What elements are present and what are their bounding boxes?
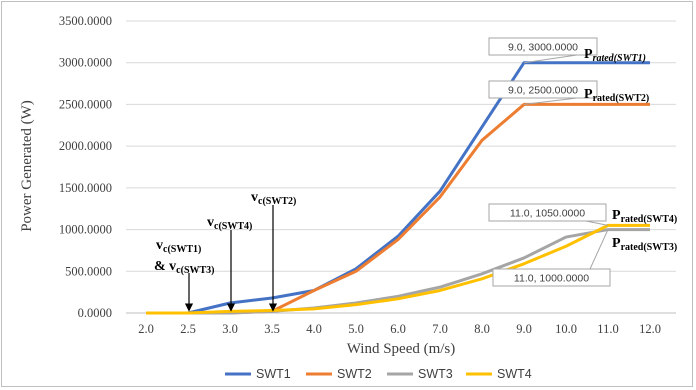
- vc-swt1-label: vc(SWT1): [156, 238, 201, 255]
- p-rated-swt1-label: Prated(SWT1): [584, 47, 646, 64]
- callout-box: [492, 268, 611, 287]
- x-tick-label: 5.0: [348, 322, 364, 336]
- callout-leader: [523, 97, 578, 105]
- x-tick-label: 9.0: [516, 322, 532, 336]
- y-tick-label: 2000.0000: [59, 139, 112, 153]
- legend-label: SWT1: [256, 367, 291, 381]
- y-tick-label: 1500.0000: [59, 181, 112, 195]
- callout-label: 9.0, 2500.0000: [508, 85, 578, 97]
- y-axis-ticks: 0.0000 500.0000 1000.0000 1500.0000 2000.000…: [59, 14, 112, 320]
- series-line-swt3: [146, 228, 650, 315]
- x-tick-label: 3.0: [222, 322, 238, 336]
- x-axis-title: Wind Speed (m/s): [347, 341, 456, 357]
- legend-label: SWT3: [418, 367, 453, 381]
- x-tick-label: 6.0: [390, 322, 406, 336]
- legend-label: SWT2: [337, 367, 372, 381]
- x-tick-label: 12.0: [639, 322, 661, 336]
- x-tick-label: 3.5: [264, 322, 280, 336]
- p-rated-swt2-label: Prated(SWT2): [584, 87, 649, 104]
- callout-box: [488, 80, 598, 99]
- x-tick-label: 4.0: [306, 322, 322, 336]
- legend: SWT1 SWT2 SWT3 SWT4: [225, 367, 532, 381]
- y-tick-label: 0.0000: [78, 306, 112, 320]
- x-axis-ticks: 2.0 2.5 3.0 3.5 4.0 5.0 6.0 7.0 8.0 9.0 10.0 11.0 12…: [138, 322, 661, 336]
- callout-label: 11.0, 1050.0000: [510, 208, 585, 220]
- legend-label: SWT4: [497, 367, 532, 381]
- y-tick-label: 500.0000: [65, 264, 112, 278]
- callout-leader: [523, 54, 578, 64]
- vc-swt4-label: vc(SWT4): [207, 215, 252, 232]
- vc-swt3-label: & vc(SWT3): [154, 259, 215, 276]
- callout-box: [488, 37, 598, 56]
- p-rated-swt4-label: Prated(SWT4): [612, 208, 677, 225]
- vc-swt2-label: vc(SWT2): [251, 190, 296, 207]
- x-tick-label: 2.0: [138, 322, 154, 336]
- x-tick-label: 7.0: [432, 322, 448, 336]
- y-tick-label: 1000.0000: [59, 223, 112, 237]
- callout-box: [488, 203, 607, 222]
- callout-leader: [585, 220, 609, 226]
- callout-leader: [589, 229, 609, 270]
- callout-label: 9.0, 3000.0000: [508, 42, 578, 54]
- series-line-swt1: [146, 61, 650, 315]
- x-tick-label: 11.0: [597, 322, 618, 336]
- y-tick-label: 3000.0000: [59, 56, 112, 70]
- data-callouts: 9.0, 3000.0000 9.0, 2500.0000 11.0, 1050.0…: [488, 37, 611, 287]
- p-rated-swt3-label: Prated(SWT3): [612, 236, 677, 253]
- x-tick-label: 10.0: [555, 322, 577, 336]
- x-tick-label: 2.5: [180, 322, 196, 336]
- callout-label: 11.0, 1000.0000: [514, 273, 589, 285]
- annotations: vc(SWT2) vc(SWT4) vc(SWT1) & vc(SWT3) Pr…: [154, 47, 677, 312]
- y-axis-title: Power Generated (W): [19, 100, 35, 232]
- y-tick-label: 3500.0000: [59, 14, 112, 28]
- y-tick-label: 2500.0000: [59, 97, 112, 111]
- x-tick-label: 8.0: [474, 322, 490, 336]
